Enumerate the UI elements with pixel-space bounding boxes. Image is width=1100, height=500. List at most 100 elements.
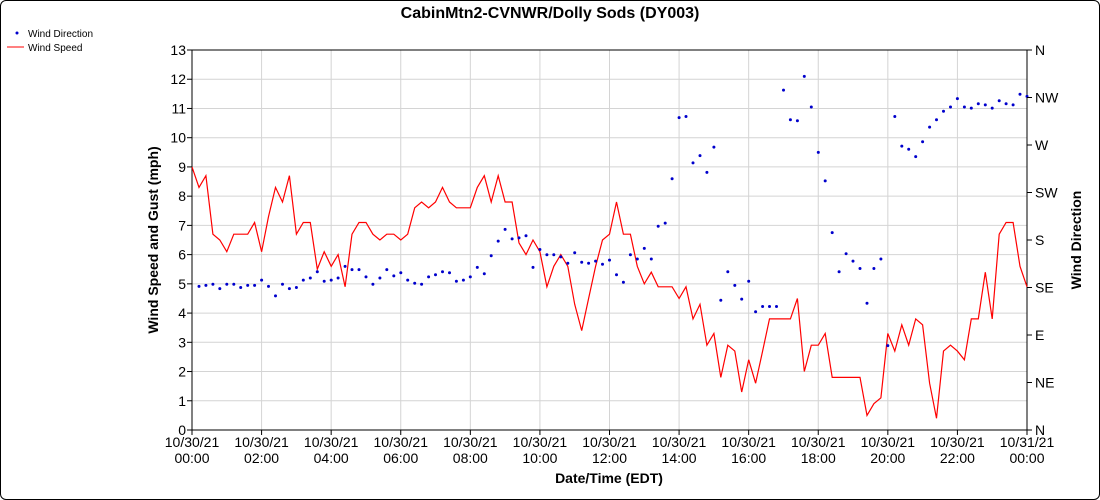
wind-direction-point (621, 280, 625, 284)
wind-direction-point (830, 231, 834, 235)
wind-direction-point (545, 253, 549, 257)
wind-direction-point (795, 119, 799, 123)
wind-direction-point (615, 273, 618, 277)
x-tick-time: 18:00 (801, 450, 836, 466)
wind-direction-point (371, 282, 375, 286)
wind-direction-point (670, 177, 674, 181)
wind-direction-point (858, 267, 862, 270)
x-tick-date: 10/30/21 (652, 434, 707, 450)
wind-direction-point (315, 270, 319, 274)
y2-tick-label: SE (1035, 280, 1054, 296)
x-tick-time: 22:00 (940, 450, 975, 466)
y-tick-label: 8 (178, 188, 186, 204)
x-tick-date: 10/30/21 (304, 434, 359, 450)
wind-direction-point (782, 88, 785, 92)
wind-direction-point (983, 103, 987, 107)
wind-direction-point (837, 270, 841, 274)
wind-direction-point (872, 267, 876, 270)
wind-direction-point (990, 106, 994, 110)
wind-direction-point (197, 284, 201, 288)
wind-direction-point (461, 278, 465, 282)
wind-direction-point (294, 286, 298, 289)
wind-direction-point (1011, 103, 1015, 107)
x-tick-date: 10/30/21 (791, 434, 846, 450)
wind-direction-point (942, 109, 945, 113)
wind-direction-point (385, 268, 389, 272)
x-tick-date: 10/30/21 (861, 434, 916, 450)
wind-direction-point (336, 276, 340, 280)
y2-tick-label: W (1035, 137, 1049, 153)
wind-direction-point (287, 287, 291, 291)
wind-direction-point (649, 257, 653, 261)
wind-direction-point (1004, 102, 1008, 106)
wind-direction-point (225, 282, 229, 286)
wind-direction-point (399, 271, 403, 275)
y-tick-label: 4 (178, 305, 186, 321)
wind-direction-point (413, 281, 417, 285)
wind-direction-point (893, 115, 897, 118)
wind-direction-point (705, 170, 709, 174)
wind-direction-point (608, 258, 611, 262)
wind-direction-point (253, 283, 257, 287)
wind-direction-point (642, 246, 646, 250)
x-tick-time: 16:00 (731, 450, 766, 466)
wind-direction-point (1018, 92, 1022, 96)
wind-direction-point (935, 118, 938, 122)
wind-direction-point (844, 252, 848, 256)
wind-direction-point (962, 105, 966, 109)
legend-label-wind-speed: Wind Speed (28, 43, 82, 54)
wind-direction-point (802, 74, 806, 78)
wind-direction-point (211, 282, 215, 286)
x-tick-date: 10/30/21 (443, 434, 498, 450)
wind-direction-point (482, 272, 486, 276)
x-tick-time: 08:00 (453, 450, 488, 466)
y2-tick-label: NW (1035, 90, 1059, 106)
wind-direction-point (656, 224, 660, 228)
wind-direction-point (406, 278, 410, 282)
x-tick-date: 10/30/21 (582, 434, 637, 450)
wind-direction-point (816, 150, 820, 154)
y2-tick-label: N (1035, 42, 1045, 58)
wind-direction-point (907, 147, 911, 151)
wind-speed-series (191, 166, 1028, 419)
wind-direction-point (274, 294, 277, 298)
x-tick-date: 10/30/21 (721, 434, 776, 450)
wind-direction-point (267, 284, 270, 288)
y-tick-label: 5 (178, 276, 186, 292)
wind-direction-point (775, 305, 778, 308)
wind-direction-point (559, 255, 563, 259)
wind-direction-point (489, 254, 493, 258)
wind-direction-point (510, 237, 514, 241)
wind-direction-point (454, 279, 458, 283)
wind-direction-point (420, 282, 424, 286)
x-tick-time: 00:00 (1009, 450, 1044, 466)
x-tick-time: 10:00 (522, 450, 557, 466)
y-tick-label: 12 (170, 71, 186, 87)
wind-direction-point (719, 298, 723, 302)
wind-direction-point (914, 155, 918, 159)
wind-direction-point (468, 275, 472, 279)
wind-direction-point (601, 262, 604, 266)
wind-direction-point (350, 268, 354, 272)
wind-direction-point (663, 221, 667, 225)
y-tick-label: 10 (170, 130, 186, 146)
x-tick-time: 06:00 (383, 450, 418, 466)
wind-direction-point (580, 260, 584, 264)
wind-direction-point (475, 265, 479, 269)
wind-direction-point (754, 310, 758, 314)
y-tick-label: 2 (178, 364, 186, 380)
wind-direction-point (997, 99, 1001, 103)
wind-direction-point (761, 305, 765, 308)
x-axis-label: Date/Time (EDT) (555, 470, 663, 486)
wind-direction-point (218, 287, 222, 291)
wind-direction-point (573, 251, 577, 255)
y2-tick-label: SW (1035, 185, 1058, 201)
wind-direction-point (900, 144, 904, 148)
x-tick-date: 10/30/21 (930, 434, 985, 450)
wind-direction-point (308, 276, 312, 280)
wind-direction-point (392, 274, 396, 278)
wind-direction-point (886, 344, 890, 348)
wind-direction-point (955, 97, 959, 101)
wind-direction-point (928, 125, 932, 129)
